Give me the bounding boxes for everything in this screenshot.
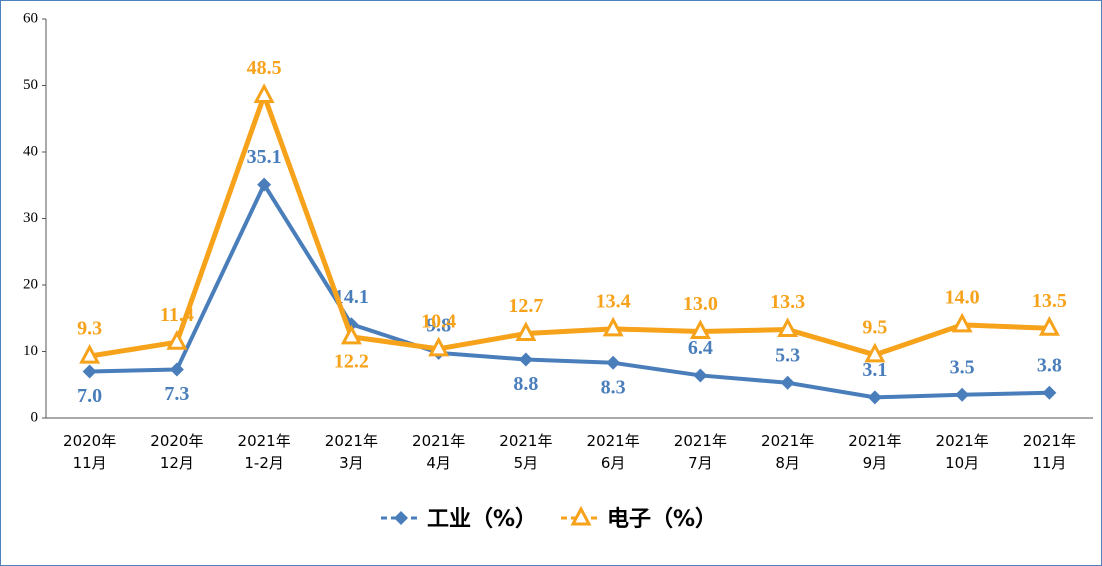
series: 9.3 11.4 48.5 12.2 10.4 12.7 13.4 13.0 13.3 9.5 14… bbox=[77, 57, 1067, 372]
legend-label: 电子（%） bbox=[607, 507, 718, 532]
data-label: 9.3 bbox=[77, 318, 102, 340]
x-tick-label: 2020年 11月 bbox=[63, 432, 117, 472]
marker bbox=[1042, 385, 1057, 400]
data-label: 9.8 bbox=[426, 314, 451, 336]
data-label: 12.2 bbox=[334, 350, 369, 372]
marker bbox=[606, 355, 621, 370]
x-tick-label: 2021年 9月 bbox=[848, 432, 902, 472]
data-label: 3.8 bbox=[1037, 354, 1062, 376]
data-label: 5.3 bbox=[775, 344, 800, 366]
marker bbox=[428, 336, 450, 357]
x-tick-label: 2021年 7月 bbox=[673, 432, 727, 472]
x-tick-label: 2021年 4月 bbox=[412, 432, 466, 472]
data-label: 3.5 bbox=[950, 356, 975, 378]
series-line bbox=[89, 92, 1050, 359]
series: 7.0 7.3 35.1 14.1 9.8 8.8 8.3 6.4 5.3 3.1 3.5 3.8 bbox=[77, 146, 1062, 407]
data-label: 3.1 bbox=[862, 359, 887, 381]
data-label: 14.0 bbox=[945, 286, 980, 308]
marker bbox=[169, 362, 184, 377]
data-label: 10.4 bbox=[421, 310, 456, 332]
marker bbox=[253, 83, 275, 103]
y-tick-label: 60 bbox=[23, 10, 38, 26]
data-label: 11.4 bbox=[160, 304, 194, 326]
x-tick-label: 2021年 8月 bbox=[761, 432, 815, 472]
marker bbox=[693, 368, 708, 383]
marker bbox=[780, 375, 795, 390]
marker bbox=[1038, 316, 1060, 336]
data-label: 13.5 bbox=[1032, 290, 1067, 312]
legend-label: 工业（%） bbox=[427, 507, 538, 532]
data-label: 13.3 bbox=[770, 291, 805, 313]
y-tick-label: 10 bbox=[23, 343, 38, 359]
marker bbox=[515, 321, 537, 342]
marker bbox=[777, 317, 799, 338]
y-tick-label: 0 bbox=[31, 409, 39, 425]
marker bbox=[867, 390, 882, 405]
data-label: 14.1 bbox=[334, 286, 369, 308]
x-tick-label: 2021年 6月 bbox=[586, 432, 640, 472]
x-tick-label: 2021年 11月 bbox=[1022, 432, 1076, 472]
marker bbox=[166, 330, 188, 350]
x-tick-label: 2021年 1-2月 bbox=[237, 432, 291, 472]
data-label: 7.3 bbox=[164, 383, 189, 405]
x-tick-label: 2020年 12月 bbox=[150, 432, 204, 472]
series-line bbox=[89, 182, 1050, 400]
data-label: 48.5 bbox=[247, 57, 282, 79]
data-label: 9.5 bbox=[862, 316, 887, 338]
marker bbox=[82, 364, 97, 379]
x-tick-label: 2021年 10月 bbox=[935, 432, 989, 472]
marker bbox=[570, 505, 592, 526]
marker bbox=[864, 342, 886, 363]
data-label: 35.1 bbox=[247, 146, 282, 168]
marker bbox=[394, 511, 408, 525]
y-tick-label: 30 bbox=[23, 210, 38, 226]
data-label: 12.7 bbox=[508, 295, 543, 317]
y-tick-label: 50 bbox=[23, 77, 38, 93]
data-label: 8.3 bbox=[601, 376, 626, 398]
marker bbox=[689, 319, 711, 340]
marker bbox=[518, 352, 533, 367]
marker bbox=[340, 324, 362, 345]
x-tick-label: 2021年 3月 bbox=[324, 432, 378, 472]
marker bbox=[951, 312, 973, 333]
marker bbox=[602, 316, 624, 337]
x-tick-label: 2021年 5月 bbox=[499, 432, 553, 472]
data-label: 7.0 bbox=[77, 385, 102, 407]
data-label: 6.4 bbox=[688, 337, 713, 359]
data-label: 8.8 bbox=[513, 373, 538, 395]
marker bbox=[79, 343, 101, 364]
y-tick-label: 40 bbox=[23, 143, 38, 159]
marker bbox=[955, 387, 970, 402]
marker bbox=[257, 177, 272, 192]
y-tick-label: 20 bbox=[23, 276, 38, 292]
data-label: 13.4 bbox=[596, 290, 631, 312]
data-label: 13.0 bbox=[683, 293, 718, 315]
